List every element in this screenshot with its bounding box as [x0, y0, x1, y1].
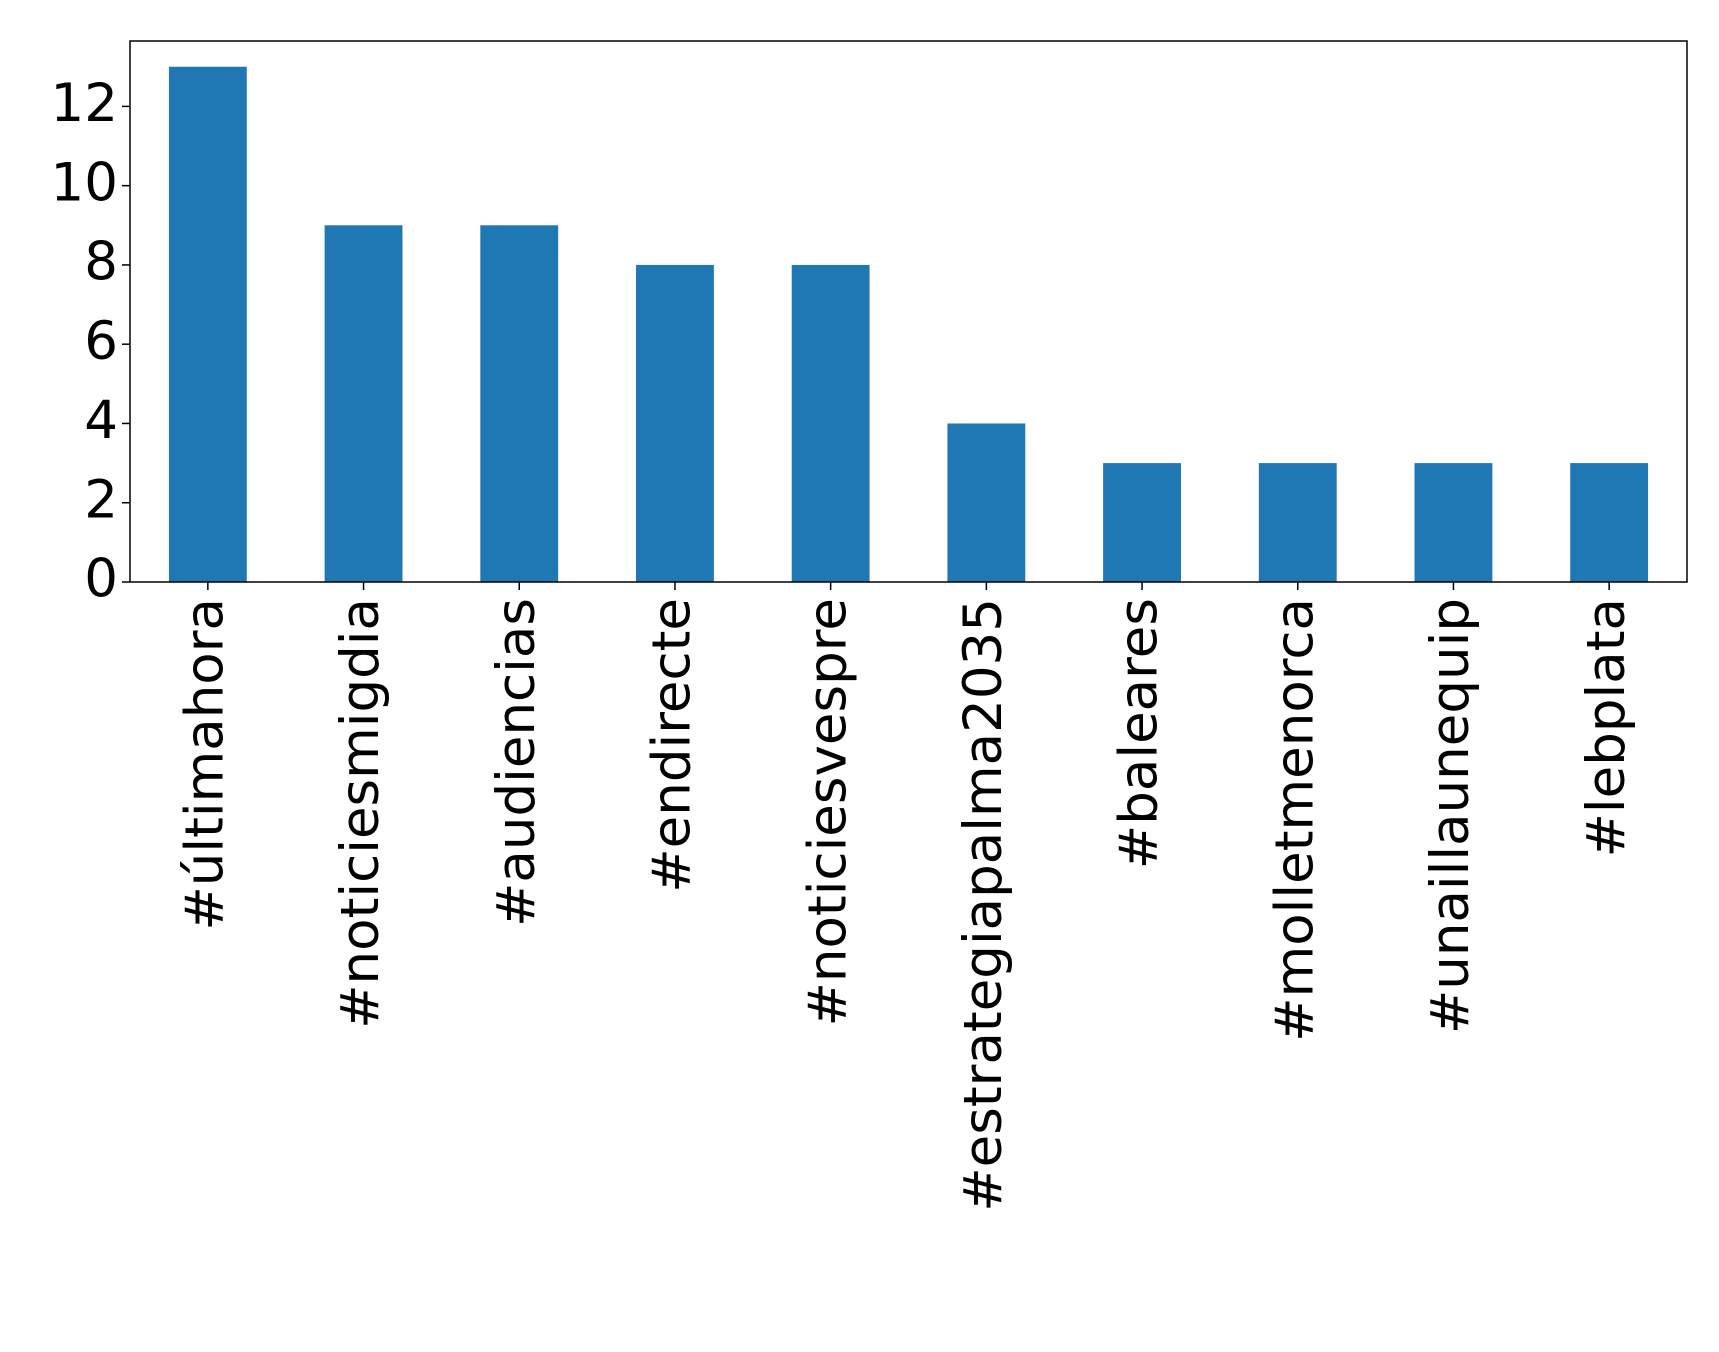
- x-tick-label: #estrategiapalma2035: [953, 598, 1014, 1212]
- x-tick-label: #noticiesvespre: [797, 598, 858, 1026]
- bar: [791, 264, 870, 582]
- bar: [1103, 463, 1181, 582]
- bar: [168, 66, 247, 582]
- x-tick-label: #molletmenorca: [1264, 598, 1325, 1042]
- y-tick-label: 0: [84, 549, 118, 610]
- y-tick-label: 2: [84, 469, 118, 530]
- y-tick-label: 6: [84, 311, 118, 372]
- bar: [324, 225, 403, 583]
- x-tick-label: #lebplata: [1576, 598, 1637, 858]
- bar: [636, 264, 714, 582]
- plot-frame: [129, 40, 1688, 583]
- bar: [1258, 463, 1337, 582]
- x-tick-label: #baleares: [1109, 598, 1170, 869]
- y-tick-label: 10: [51, 152, 118, 213]
- x-tick-label: #endirecte: [642, 598, 703, 893]
- x-tick-label: #unaillaunequip: [1420, 598, 1481, 1034]
- y-tick-label: 4: [84, 390, 118, 451]
- bar: [947, 423, 1026, 582]
- x-tick-label: #audiencias: [486, 598, 547, 927]
- bar: [1414, 463, 1493, 582]
- bar: [1570, 463, 1649, 582]
- bar: [480, 225, 559, 583]
- y-tick-label: 8: [84, 232, 118, 293]
- x-tick-label: #noticiesmigdia: [330, 598, 391, 1029]
- y-tick-label: 12: [51, 73, 118, 134]
- x-tick-label: #últimahora: [174, 598, 235, 931]
